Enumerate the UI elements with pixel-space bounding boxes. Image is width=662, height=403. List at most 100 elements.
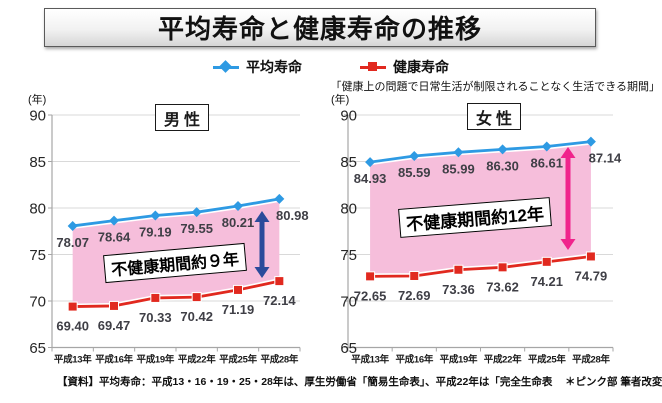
- square-marker: [67, 301, 78, 312]
- diamond-marker: [409, 151, 420, 162]
- page-title: 平均寿命と健康寿命の推移: [157, 14, 482, 44]
- female-chart-title-box: 女性: [467, 103, 521, 130]
- diamond-marker: [191, 207, 202, 218]
- healthy-value-label: 72.65: [354, 288, 387, 303]
- healthy-value-label: 70.42: [180, 309, 213, 324]
- average-value-label: 85.99: [442, 161, 475, 176]
- x-tick-label: 平成16年: [395, 354, 433, 366]
- healthy-life-line: [370, 255, 592, 278]
- y-tick-label: 90: [29, 108, 46, 125]
- average-value-label: 80.98: [276, 208, 309, 223]
- male-chart-title: 男性: [163, 111, 204, 129]
- x-tick-label: 平成19年: [137, 354, 175, 366]
- average-value-label: 85.59: [398, 165, 431, 180]
- diamond-marker: [274, 193, 285, 204]
- square-marker: [585, 251, 596, 262]
- healthy-value-label: 73.36: [442, 282, 475, 297]
- x-tick-label: 平成25年: [528, 354, 566, 366]
- legend-item-healthy-life: 健康寿命: [360, 57, 449, 77]
- average-value-label: 79.19: [139, 225, 172, 240]
- y-tick-label: 70: [340, 294, 357, 311]
- square-marker: [497, 262, 508, 273]
- average-line-diamond-icon: [213, 60, 239, 73]
- diamond-marker: [585, 136, 596, 147]
- healthy-life-line: [72, 279, 280, 308]
- legend-item-average-life: 平均寿命: [213, 57, 302, 77]
- healthy-line-square-icon: [360, 62, 386, 72]
- x-tick-label: 平成28年: [572, 354, 610, 366]
- healthy-value-label: 73.62: [486, 279, 519, 294]
- diamond-marker: [453, 147, 464, 158]
- average-value-label: 78.64: [98, 230, 131, 245]
- author-note: ＊ピンク部 筆者改変: [565, 376, 662, 388]
- healthy-value-label: 71.19: [222, 302, 255, 317]
- y-tick-label: 70: [29, 294, 46, 311]
- diamond-marker: [67, 220, 78, 231]
- gap-arrow-head-up: [560, 147, 576, 158]
- average-value-label: 87.14: [589, 151, 622, 166]
- square-marker: [365, 271, 376, 282]
- healthy-value-label: 74.79: [575, 268, 608, 283]
- female-chart: 65 70 75 80 85 90 84.93 85.59 85.99 86.30 86.61 87.…: [340, 108, 622, 366]
- healthy-value-label: 74.21: [530, 274, 563, 289]
- average-value-label: 80.21: [222, 215, 255, 230]
- source-note: 【資料】平均寿命：平成13・16・19・25・28年は、厚生労働省「簡易生命表」…: [57, 376, 553, 388]
- square-marker: [233, 284, 243, 295]
- legend-label-healthy-life: 健康寿命: [393, 59, 449, 75]
- gap-arrow-head-up: [254, 211, 270, 222]
- diamond-marker: [233, 201, 243, 212]
- healthy-value-label: 70.33: [139, 310, 172, 325]
- diamond-marker: [365, 157, 376, 168]
- legend-label-average-life: 平均寿命: [246, 59, 302, 75]
- square-marker: [453, 264, 464, 275]
- female-chart-title: 女性: [475, 110, 516, 128]
- x-tick-label: 平成25年: [219, 354, 257, 366]
- gap-arrow-head-down: [560, 239, 576, 250]
- average-life-line: [369, 140, 592, 164]
- y-tick-label: 90: [340, 108, 357, 125]
- healthy-value-label: 72.14: [263, 293, 296, 308]
- y-tick-label: 75: [29, 247, 46, 264]
- healthy-life-definition-note: 「健康上の問題で日常生活が制限されることなく生活できる期間」: [330, 81, 660, 93]
- y-tick-label: 65: [340, 340, 357, 357]
- legend: 平均寿命 健康寿命: [0, 57, 662, 77]
- x-tick-label: 平成13年: [351, 354, 389, 366]
- x-tick-label: 平成22年: [484, 354, 522, 366]
- healthy-value-label: 69.47: [98, 318, 131, 333]
- x-tick-label: 平成28年: [261, 354, 299, 366]
- y-axis-unit-male: (年): [28, 94, 47, 106]
- healthy-value-label: 69.40: [56, 319, 89, 334]
- diamond-marker: [541, 141, 552, 152]
- y-tick-label: 85: [340, 154, 357, 171]
- male-chart: 65 70 75 80 85 90 78.07 78.64 79.19 79.55 80.21 80.…: [29, 108, 309, 366]
- diamond-marker: [150, 210, 161, 221]
- square-marker: [150, 292, 161, 303]
- y-tick-label: 65: [29, 340, 46, 357]
- square-marker: [409, 270, 420, 281]
- square-marker: [191, 292, 202, 303]
- diamond-marker: [109, 215, 119, 226]
- y-tick-label: 80: [340, 201, 357, 218]
- page-title-box: 平均寿命と健康寿命の推移: [44, 8, 596, 47]
- y-axis-unit-female: (年): [331, 94, 350, 106]
- x-tick-label: 平成19年: [440, 354, 478, 366]
- y-tick-label: 75: [340, 247, 357, 264]
- x-tick-label: 平成16年: [95, 354, 133, 366]
- average-value-label: 86.30: [486, 158, 519, 173]
- average-value-label: 84.93: [354, 171, 387, 186]
- gap-arrow-head-down: [254, 267, 270, 278]
- diamond-marker: [497, 144, 508, 155]
- square-marker: [274, 276, 285, 287]
- average-value-label: 86.61: [530, 156, 563, 171]
- square-marker: [541, 256, 552, 267]
- healthy-value-label: 72.69: [398, 288, 431, 303]
- square-marker: [109, 300, 119, 311]
- average-value-label: 78.07: [56, 235, 89, 250]
- x-tick-label: 平成13年: [54, 354, 92, 366]
- male-chart-title-box: 男性: [155, 104, 209, 131]
- x-tick-label: 平成22年: [178, 354, 216, 366]
- average-life-line: [72, 197, 280, 228]
- y-tick-label: 85: [29, 154, 46, 171]
- y-tick-label: 80: [29, 201, 46, 218]
